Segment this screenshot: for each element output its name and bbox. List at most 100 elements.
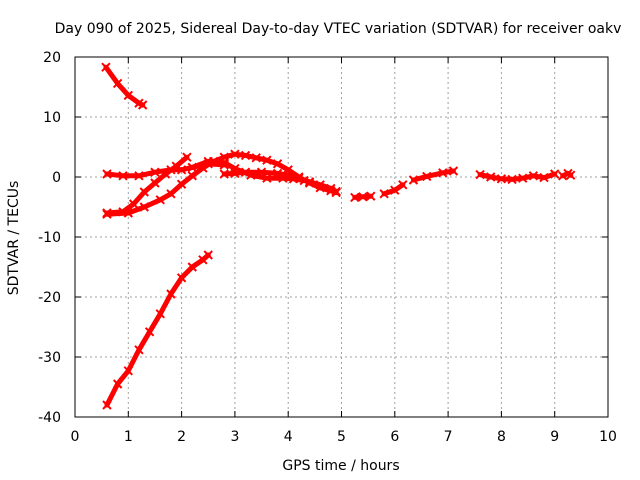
series-arc-top-left	[101, 62, 148, 110]
series-arc-bottom	[102, 250, 213, 410]
data-point	[358, 192, 368, 202]
data-point	[422, 171, 432, 182]
data-point	[486, 172, 496, 182]
data-point	[123, 90, 134, 101]
series-arc-6h	[379, 180, 408, 199]
data-point	[187, 262, 197, 272]
data-point	[112, 379, 123, 389]
data-point	[144, 327, 155, 337]
y-tick-label: -40	[38, 410, 61, 426]
data-point	[139, 187, 149, 197]
data-point	[102, 400, 112, 410]
data-point	[150, 167, 160, 177]
data-point	[123, 208, 134, 218]
data-point	[283, 170, 293, 180]
y-tick-label: -20	[38, 290, 61, 306]
data-point	[350, 192, 360, 203]
data-point	[155, 309, 165, 319]
data-point	[518, 173, 528, 183]
series-line	[411, 168, 456, 183]
data-point	[219, 157, 229, 168]
data-point	[549, 169, 560, 179]
data-point	[128, 199, 139, 209]
y-tick-label: -10	[38, 230, 61, 246]
data-point	[101, 62, 111, 72]
series-arc-8h	[475, 169, 560, 185]
x-tick-label: 5	[337, 429, 346, 445]
series-arc-5h	[350, 191, 376, 203]
data-point	[166, 189, 176, 199]
data-point	[294, 173, 304, 183]
data-point	[448, 166, 459, 176]
y-tick-label: 20	[43, 50, 61, 66]
data-point	[240, 167, 251, 177]
x-tick-label: 1	[124, 429, 133, 445]
x-tick-label: 6	[390, 429, 399, 445]
data-point	[219, 169, 229, 179]
data-point	[187, 162, 197, 173]
data-point	[230, 149, 240, 159]
x-tick-label: 9	[550, 429, 559, 445]
data-point	[230, 168, 240, 179]
data-point	[112, 78, 123, 89]
plot-frame	[74, 56, 609, 418]
data-point	[160, 169, 171, 179]
x-tick-label: 3	[230, 429, 239, 445]
data-point	[102, 169, 112, 179]
data-point	[304, 177, 315, 187]
ticks: 0 1 2 3 4 5 6 7 8 9 10 -40 -30 -20 -10 0 10 20	[38, 50, 617, 445]
data-point	[496, 174, 507, 184]
data-point	[251, 153, 261, 163]
series-line	[477, 171, 558, 182]
x-tick-label: 10	[599, 429, 617, 445]
data-point	[240, 150, 251, 161]
data-point	[187, 171, 197, 181]
series-line	[104, 252, 211, 408]
y-tick-label: 10	[43, 110, 61, 126]
data-series	[101, 62, 576, 410]
x-tick-label: 2	[177, 429, 186, 445]
data-point	[182, 152, 192, 162]
y-axis-label: SDTVAR / TECUs	[6, 181, 22, 296]
data-point	[272, 168, 283, 179]
x-tick-label: 0	[71, 429, 80, 445]
series-arc-7h	[408, 166, 459, 185]
data-point	[315, 180, 325, 190]
data-point	[256, 167, 267, 177]
data-point	[118, 171, 128, 181]
data-point	[398, 180, 408, 190]
data-point	[557, 171, 568, 181]
data-point	[390, 185, 400, 195]
data-point	[326, 183, 336, 194]
data-point	[134, 345, 144, 355]
data-point	[203, 156, 213, 167]
series-arc-9h	[557, 168, 576, 181]
chart-title: Day 090 of 2025, Sidereal Day-to-day VTE…	[55, 21, 622, 37]
data-point	[539, 172, 549, 183]
data-point	[565, 170, 576, 180]
x-tick-label: 4	[284, 429, 293, 445]
grid	[75, 57, 608, 417]
data-point	[139, 202, 149, 212]
data-point	[203, 250, 213, 260]
x-axis-label: GPS time / hours	[282, 458, 399, 474]
data-point	[379, 189, 389, 199]
data-point	[272, 159, 283, 169]
data-point	[507, 174, 517, 185]
data-point	[134, 171, 144, 181]
data-point	[123, 366, 134, 376]
data-point	[176, 179, 187, 189]
data-point	[150, 178, 160, 188]
data-point	[408, 175, 419, 185]
data-point	[137, 100, 148, 110]
data-point	[331, 186, 341, 197]
y-tick-label: -30	[38, 350, 61, 366]
data-point	[528, 171, 539, 181]
data-point	[171, 161, 181, 171]
data-point	[166, 289, 176, 299]
data-point	[155, 195, 165, 205]
data-point	[475, 169, 485, 180]
x-tick-label: 8	[497, 429, 506, 445]
x-tick-label: 7	[444, 429, 453, 445]
